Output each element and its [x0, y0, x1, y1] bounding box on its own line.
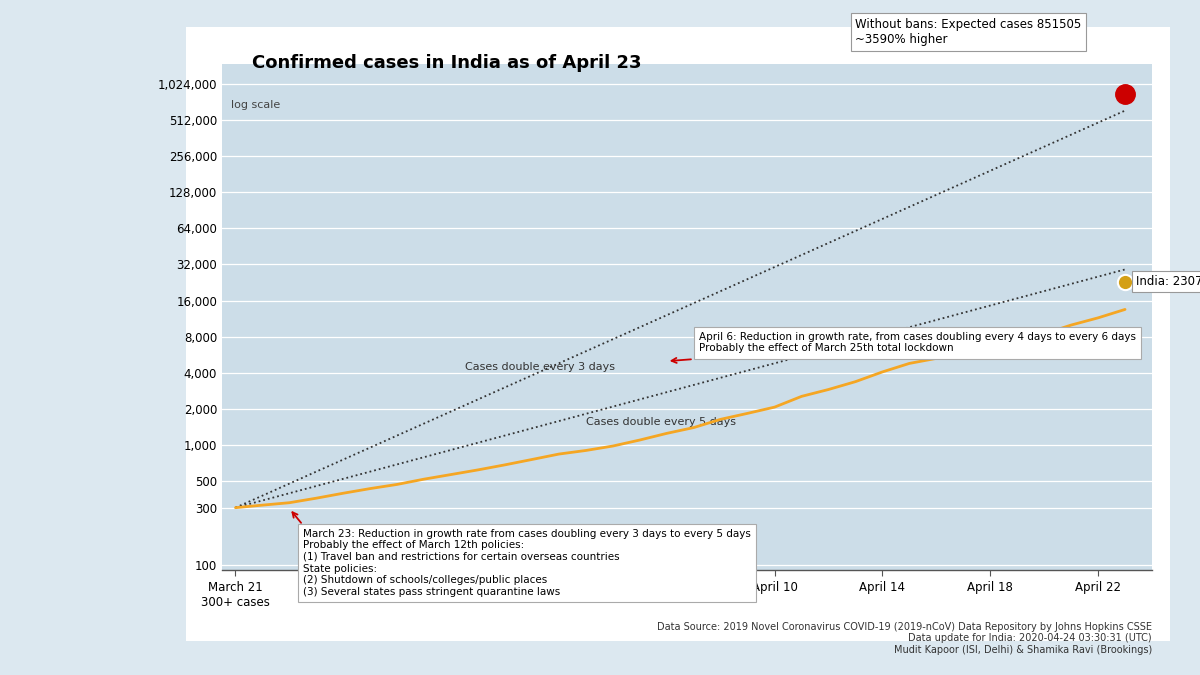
Text: log scale: log scale — [232, 100, 281, 109]
Text: Cases double every 3 days: Cases double every 3 days — [464, 362, 614, 372]
Text: April 6: Reduction in growth rate, from cases doubling every 4 days to every 6 d: April 6: Reduction in growth rate, from … — [700, 332, 1136, 354]
Text: March 23: Reduction in growth rate from cases doubling every 3 days to every 5 d: March 23: Reduction in growth rate from … — [302, 529, 751, 597]
Text: India: 23077: India: 23077 — [1136, 275, 1200, 288]
Text: Confirmed cases in India as of April 23: Confirmed cases in India as of April 23 — [252, 54, 642, 72]
Text: Without bans: Expected cases 851505
~3590% higher: Without bans: Expected cases 851505 ~359… — [856, 18, 1081, 46]
Text: Cases double every 5 days: Cases double every 5 days — [586, 417, 736, 427]
Text: Data Source: 2019 Novel Coronavirus COVID-19 (2019-nCoV) Data Repository by John: Data Source: 2019 Novel Coronavirus COVI… — [658, 622, 1152, 655]
